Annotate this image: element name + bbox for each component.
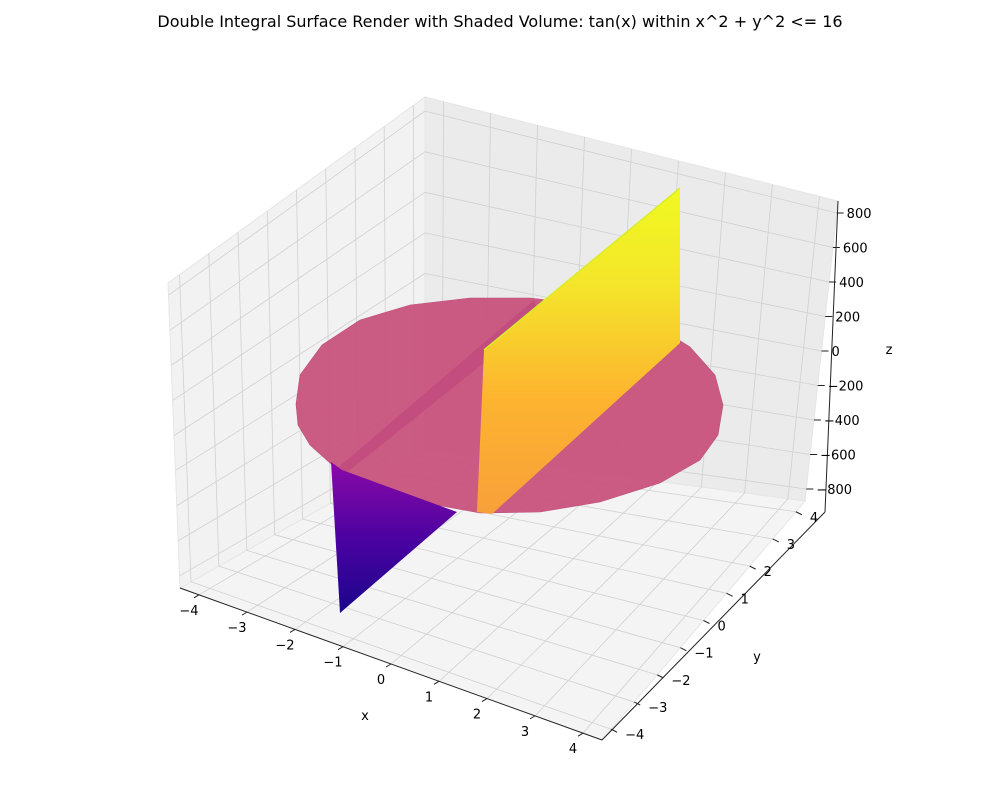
z-tick-label: 0 [832, 345, 840, 360]
y-tick-label: 2 [764, 565, 772, 580]
grid-line-z [168, 110, 426, 296]
x-tick-label: −4 [179, 604, 198, 619]
x-tick-label: 4 [569, 742, 577, 757]
x-tick-label: 3 [521, 725, 529, 740]
y-axis-label: y [753, 650, 761, 665]
y-tick-mark [657, 674, 664, 679]
y-tick-label: −4 [625, 728, 644, 743]
x-tick-mark [193, 594, 200, 599]
grid-line-x [486, 486, 702, 699]
x-axis-label: x [361, 709, 369, 724]
grid-line-x [582, 498, 789, 734]
grid-line-z [171, 191, 426, 366]
chart-title: Double Integral Surface Render with Shad… [157, 12, 843, 31]
y-tick-label: −2 [671, 674, 690, 689]
x-tick-mark [433, 680, 440, 685]
grid-line-x [534, 492, 745, 717]
x-tick-label: −3 [227, 621, 246, 636]
x-tick-mark [241, 611, 248, 616]
y-axis-line [601, 511, 826, 741]
x-tick-mark [337, 646, 344, 651]
x-tick-label: 2 [473, 708, 481, 723]
y-tick-label: 4 [810, 511, 818, 526]
grid-line-x [787, 196, 820, 499]
z-tick-label: −400 [824, 414, 860, 429]
z-axis-line [824, 200, 839, 513]
x-tick-mark [529, 715, 536, 720]
z-axis-label: z [886, 343, 893, 358]
y-tick-mark [634, 701, 641, 706]
z-tick-label: −200 [828, 380, 864, 395]
x-tick-mark [385, 663, 392, 668]
z-tick-label: 400 [839, 276, 864, 291]
z-tick-label: −600 [820, 449, 856, 464]
x-tick-label: −2 [275, 638, 294, 653]
y-tick-label: 3 [787, 538, 795, 553]
x-tick-label: 1 [425, 690, 433, 705]
z-ticks: 800 600 400 200 0 −200 −400 −600 −800 [806, 207, 872, 498]
grid-line-z [172, 232, 426, 401]
grid-line-z [424, 151, 833, 248]
z-tick-label: 200 [835, 311, 860, 326]
grid-line-z [424, 110, 837, 214]
y-tick-label: 1 [741, 592, 749, 607]
grid-line-x [438, 481, 659, 682]
x-tick-label: 0 [377, 673, 385, 688]
y-tick-mark [795, 511, 803, 516]
y-tick-mark [726, 592, 733, 597]
x-tick-label: −1 [323, 656, 342, 671]
positive-sheet-edge [483, 187, 681, 351]
z-tick-label: −800 [816, 483, 852, 498]
positive-tan-sheet [477, 188, 680, 514]
surface-group [295, 187, 724, 613]
x-ticks: −4 −3 −2 −1 0 1 2 3 4 [179, 594, 584, 757]
z-tick-label: 600 [843, 242, 868, 257]
y-tick-label: −3 [648, 701, 667, 716]
y-tick-label: −1 [694, 647, 713, 662]
grid-line-z [173, 273, 426, 436]
x-tick-mark [577, 732, 584, 737]
negative-tan-sheet [331, 462, 457, 613]
x-tick-mark [289, 628, 296, 633]
y-tick-mark [680, 647, 687, 652]
y-tick-mark [772, 538, 779, 543]
x-tick-mark [481, 698, 488, 703]
y-tick-mark [610, 728, 618, 733]
y-tick-mark [703, 620, 710, 624]
y-tick-label: 0 [718, 620, 726, 635]
y-tick-mark [749, 565, 756, 570]
z-tick-label: 800 [847, 207, 872, 222]
grid-line-z [169, 151, 426, 331]
grid-line-x [744, 184, 773, 493]
